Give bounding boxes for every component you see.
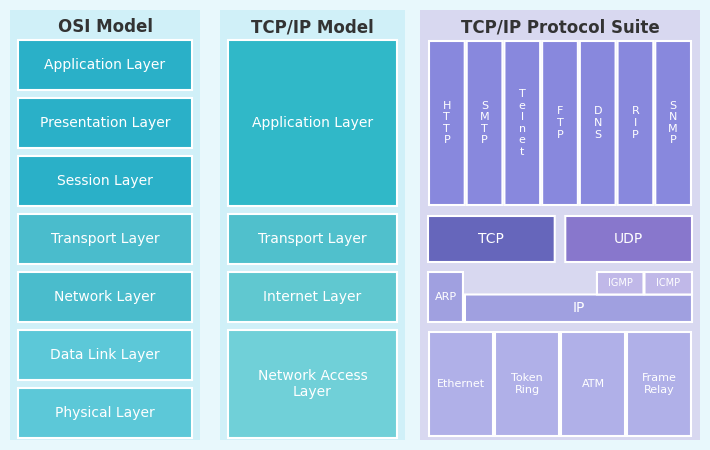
Text: D
N
S: D N S [594,106,602,140]
FancyBboxPatch shape [220,10,405,440]
Text: Presentation Layer: Presentation Layer [40,116,170,130]
Text: Application Layer: Application Layer [45,58,165,72]
Text: Data Link Layer: Data Link Layer [50,348,160,362]
FancyBboxPatch shape [645,272,692,294]
Text: OSI Model: OSI Model [58,18,153,36]
FancyBboxPatch shape [504,41,540,205]
FancyBboxPatch shape [18,98,192,148]
FancyBboxPatch shape [429,332,493,436]
FancyBboxPatch shape [18,40,192,90]
FancyBboxPatch shape [18,214,192,264]
Text: Application Layer: Application Layer [252,116,373,130]
Text: TCP/IP Protocol Suite: TCP/IP Protocol Suite [461,18,660,36]
FancyBboxPatch shape [561,332,625,436]
Text: TCP: TCP [479,232,504,246]
FancyBboxPatch shape [10,10,200,440]
Text: Frame
Relay: Frame Relay [642,373,677,395]
Text: Physical Layer: Physical Layer [55,406,155,420]
FancyBboxPatch shape [580,41,616,205]
Text: H
T
T
P: H T T P [442,101,451,145]
FancyBboxPatch shape [465,294,692,322]
Text: Network Layer: Network Layer [54,290,155,304]
Text: S
M
T
P: S M T P [480,101,489,145]
Text: ARP: ARP [435,292,457,302]
FancyBboxPatch shape [466,41,503,205]
Text: ICMP: ICMP [656,278,680,288]
FancyBboxPatch shape [228,214,397,264]
FancyBboxPatch shape [565,216,692,262]
FancyBboxPatch shape [18,388,192,438]
Text: UDP: UDP [614,232,643,246]
Text: Transport Layer: Transport Layer [50,232,159,246]
Text: T
e
l
n
e
t: T e l n e t [519,89,526,157]
FancyBboxPatch shape [627,332,691,436]
Text: S
N
M
P: S N M P [668,101,678,145]
FancyBboxPatch shape [228,272,397,322]
FancyBboxPatch shape [618,41,653,205]
FancyBboxPatch shape [428,272,463,322]
FancyBboxPatch shape [495,332,559,436]
FancyBboxPatch shape [655,41,691,205]
FancyBboxPatch shape [420,10,700,440]
FancyBboxPatch shape [18,156,192,206]
Text: Session Layer: Session Layer [57,174,153,188]
FancyBboxPatch shape [429,41,465,205]
Text: Ethernet: Ethernet [437,379,485,389]
FancyBboxPatch shape [597,272,643,294]
Text: ATM: ATM [581,379,604,389]
FancyBboxPatch shape [542,41,578,205]
Text: R
I
P: R I P [632,106,639,140]
Text: Transport Layer: Transport Layer [258,232,367,246]
FancyBboxPatch shape [18,330,192,380]
Text: IGMP: IGMP [608,278,633,288]
Text: F
T
P: F T P [557,106,563,140]
FancyBboxPatch shape [428,216,555,262]
Text: Internet Layer: Internet Layer [263,290,361,304]
Text: Token
Ring: Token Ring [511,373,543,395]
FancyBboxPatch shape [228,330,397,438]
Text: Network Access
Layer: Network Access Layer [258,369,367,399]
FancyBboxPatch shape [228,40,397,206]
FancyBboxPatch shape [18,272,192,322]
Text: TCP/IP Model: TCP/IP Model [251,18,374,36]
Text: IP: IP [572,301,584,315]
